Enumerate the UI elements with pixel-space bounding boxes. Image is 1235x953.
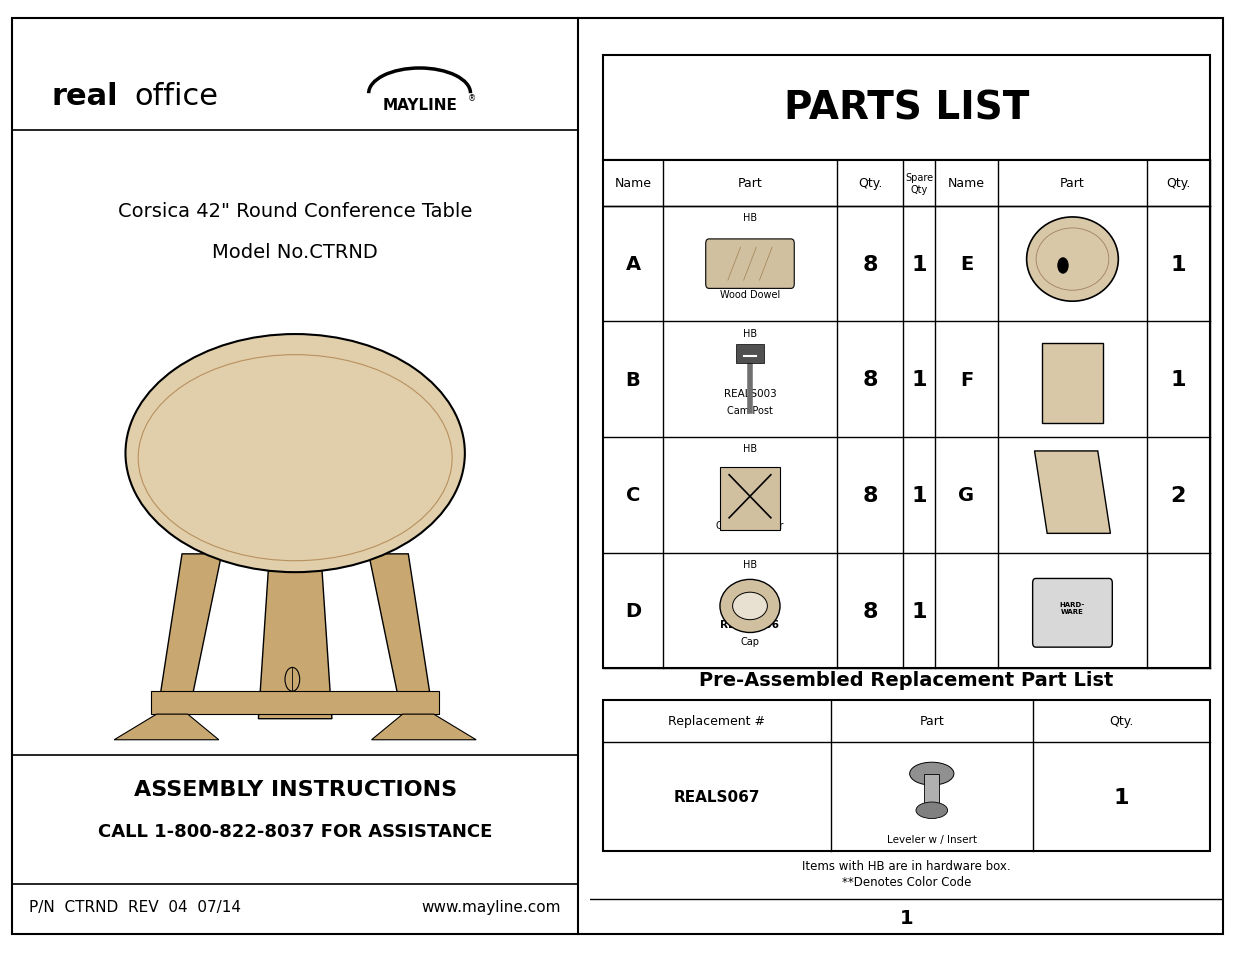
Text: REALS001: REALS001 [724, 504, 777, 515]
Text: Name: Name [948, 177, 986, 191]
Text: 8: 8 [862, 254, 878, 274]
Bar [720, 468, 781, 530]
Text: CTRNDF**: CTRNDF** [1046, 389, 1099, 398]
Text: Leg-Side: Leg-Side [1051, 520, 1093, 531]
Text: REALS004: REALS004 [724, 274, 777, 283]
Text: G: G [958, 486, 974, 505]
Text: HB: HB [743, 559, 757, 570]
Circle shape [285, 668, 300, 692]
Text: Part: Part [919, 715, 945, 728]
Text: PARTS LIST: PARTS LIST [784, 90, 1029, 128]
Text: CALL 1-800-822-8037 FOR ASSISTANCE: CALL 1-800-822-8037 FOR ASSISTANCE [98, 822, 493, 841]
Ellipse shape [1026, 217, 1119, 302]
Bar [603, 161, 1210, 669]
Text: ®: ® [468, 94, 477, 103]
Polygon shape [157, 555, 221, 719]
Ellipse shape [910, 762, 953, 785]
Text: A: A [625, 254, 641, 274]
Circle shape [1057, 258, 1068, 274]
Text: REALS067: REALS067 [673, 789, 760, 804]
Text: Part: Part [737, 177, 762, 191]
Text: REALS006: REALS006 [720, 619, 779, 630]
Text: CTRNDG**: CTRNDG** [1045, 504, 1100, 515]
FancyBboxPatch shape [705, 239, 794, 289]
Text: 8: 8 [862, 485, 878, 505]
Text: MAYLINE: MAYLINE [382, 97, 457, 112]
Text: HARD-
WARE: HARD- WARE [1060, 601, 1086, 615]
Polygon shape [372, 715, 477, 740]
Text: B: B [626, 371, 641, 390]
Text: 1: 1 [1114, 787, 1129, 806]
Text: Leg-Main: Leg-Main [1050, 405, 1094, 416]
Text: Spare
Qty: Spare Qty [905, 172, 934, 194]
Text: Qty.: Qty. [1166, 177, 1191, 191]
Bar [736, 345, 764, 363]
Ellipse shape [732, 593, 767, 620]
Text: **Denotes Color Code: **Denotes Color Code [842, 875, 971, 888]
Text: Wood Dowel: Wood Dowel [720, 290, 781, 299]
Text: Cap: Cap [741, 637, 760, 646]
Text: D: D [625, 601, 641, 620]
Text: HB: HB [743, 213, 757, 223]
Bar [924, 774, 940, 810]
Ellipse shape [126, 335, 464, 573]
Text: C: C [626, 486, 640, 505]
Polygon shape [114, 715, 219, 740]
Text: office: office [133, 82, 217, 112]
Text: real: real [52, 82, 119, 112]
Bar [603, 55, 1210, 161]
Text: Corsica 42" Round Conference Table: Corsica 42" Round Conference Table [119, 202, 472, 221]
Text: F: F [960, 371, 973, 390]
FancyBboxPatch shape [1032, 578, 1113, 647]
Text: ASSEMBLY INSTRUCTIONS: ASSEMBLY INSTRUCTIONS [133, 780, 457, 800]
Text: E: E [960, 254, 973, 274]
Text: 8: 8 [862, 370, 878, 390]
Text: REALS003: REALS003 [724, 389, 777, 398]
Text: 1: 1 [911, 254, 927, 274]
Polygon shape [369, 555, 433, 719]
Text: 1: 1 [911, 370, 927, 390]
Ellipse shape [138, 355, 452, 561]
Text: 1: 1 [1171, 370, 1186, 390]
Text: HB: HB [743, 444, 757, 454]
Text: HB: HB [743, 329, 757, 338]
Text: Model No.CTRND: Model No.CTRND [212, 243, 378, 262]
Text: 8: 8 [862, 601, 878, 620]
Text: P/N  CTRND  REV  04  07/14: P/N CTRND REV 04 07/14 [30, 899, 241, 914]
Ellipse shape [720, 579, 781, 633]
Text: Items with HB are in hardware box.: Items with HB are in hardware box. [803, 859, 1010, 872]
Bar [1042, 343, 1103, 424]
Text: Leveler w / Insert: Leveler w / Insert [887, 834, 977, 844]
Text: 1: 1 [899, 908, 914, 927]
Text: www.mayline.com: www.mayline.com [421, 899, 561, 914]
Text: 2: 2 [1171, 485, 1186, 505]
Text: 1: 1 [911, 485, 927, 505]
Text: 1: 1 [1171, 254, 1186, 274]
Text: 1: 1 [911, 601, 927, 620]
Text: CTRNDHB: CTRNDHB [1047, 619, 1098, 630]
Text: Part: Part [1060, 177, 1084, 191]
Text: Qty.: Qty. [858, 177, 882, 191]
Text: CTRND**: CTRND** [1049, 274, 1095, 283]
Text: Name: Name [615, 177, 652, 191]
Text: Replacement #: Replacement # [668, 715, 766, 728]
Text: Pre-Assembled Replacement Part List: Pre-Assembled Replacement Part List [699, 670, 1114, 689]
Polygon shape [1035, 452, 1110, 534]
Ellipse shape [916, 802, 947, 819]
Polygon shape [258, 550, 332, 719]
Bar [151, 692, 440, 715]
Text: Qty.: Qty. [1109, 715, 1134, 728]
Text: Cam Fastener: Cam Fastener [716, 520, 784, 531]
Bar [603, 700, 1210, 852]
Text: Cam Post: Cam Post [727, 405, 773, 416]
